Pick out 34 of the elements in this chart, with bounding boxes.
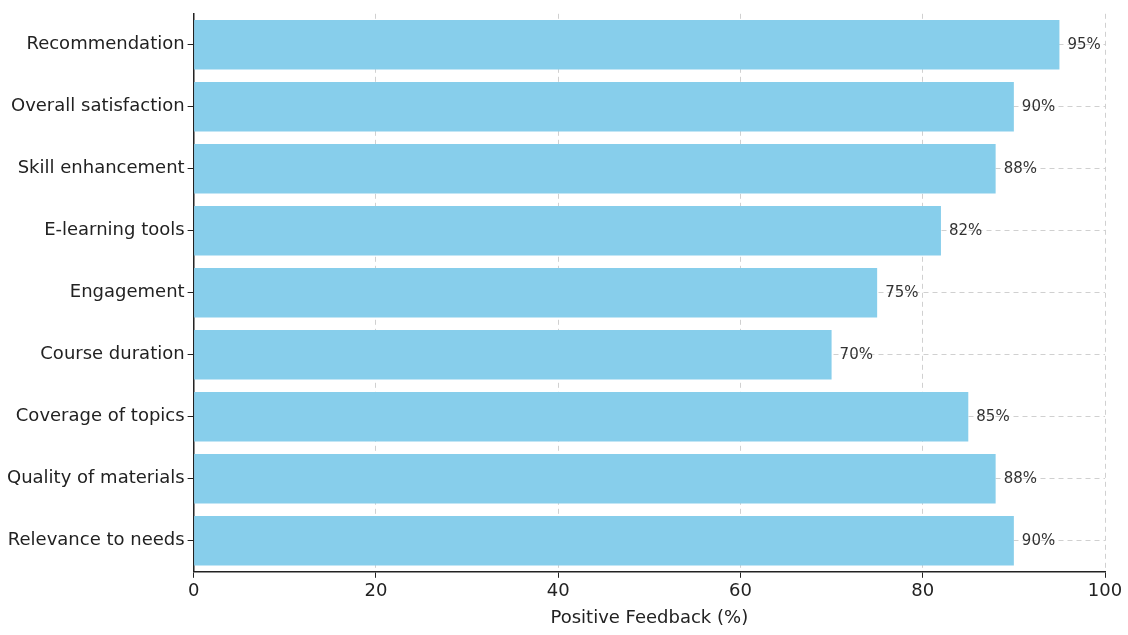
data-label: 88% xyxy=(1003,468,1037,487)
y-tick-label: Skill enhancement xyxy=(17,156,185,178)
x-tick-label: 40 xyxy=(546,579,570,601)
x-tick-label: 80 xyxy=(911,579,935,601)
y-tick-label: Recommendation xyxy=(26,32,185,54)
bar xyxy=(194,516,1014,566)
x-axis-title: Positive Feedback (%) xyxy=(550,605,749,627)
data-label: 75% xyxy=(885,282,919,301)
y-tick-label: Quality of materials xyxy=(6,466,185,488)
bar xyxy=(194,330,832,380)
data-label: 95% xyxy=(1067,34,1101,53)
y-tick-label: Engagement xyxy=(69,280,185,302)
bar xyxy=(194,206,941,256)
bar xyxy=(194,392,969,442)
y-tick-label: E-learning tools xyxy=(44,218,185,240)
bar xyxy=(194,82,1014,132)
data-label: 85% xyxy=(976,406,1010,425)
y-tick-label: Overall satisfaction xyxy=(10,94,185,116)
data-label: 90% xyxy=(1021,530,1056,549)
data-label: 88% xyxy=(1003,158,1037,177)
x-tick-label: 20 xyxy=(364,579,388,601)
x-tick-label: 100 xyxy=(1087,579,1123,601)
x-tick-label: 60 xyxy=(728,579,752,601)
y-tick-label: Coverage of topics xyxy=(15,404,185,426)
x-tick-label: 0 xyxy=(187,579,200,601)
data-label: 90% xyxy=(1021,96,1056,115)
bar xyxy=(194,144,996,194)
y-tick-label: Course duration xyxy=(40,342,185,364)
data-label: 82% xyxy=(948,220,983,239)
y-tick-label: Relevance to needs xyxy=(7,528,185,550)
bar xyxy=(194,20,1060,70)
data-label: 70% xyxy=(839,344,873,363)
bar xyxy=(194,268,878,318)
bar xyxy=(194,454,996,504)
